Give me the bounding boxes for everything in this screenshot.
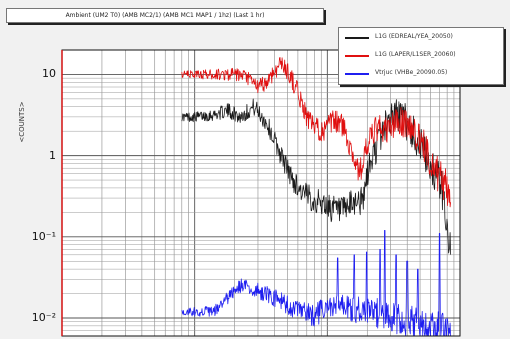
legend-entry: Vtrjuc (VHBe_20090.05) [339,66,503,80]
y-tick-label: 10 [42,67,56,81]
legend-swatch [345,73,369,75]
legend: L1G (EDREAL/YEA_20050) L1G (LAPER/L1SER_… [338,27,504,85]
legend-label: L1G (EDREAL/YEA_20050) [375,33,453,40]
legend-entry: L1G (LAPER/L1SER_20060) [339,48,503,62]
legend-swatch [345,55,369,57]
y-tick-label: 10⁻¹ [31,229,56,243]
series-layer [181,57,451,337]
series-line-1 [181,57,451,208]
series-line-2 [181,230,451,337]
legend-entry: L1G (EDREAL/YEA_20050) [339,30,503,44]
y-tick-label: 1 [49,148,56,162]
legend-label: L1G (LAPER/L1SER_20060) [375,51,456,58]
y-axis-label: <COUNTS> [18,92,32,152]
y-axis-label-text: <COUNTS> [18,101,26,143]
legend-label: Vtrjuc (VHBe_20090.05) [375,69,448,76]
y-tick-label: 10⁻² [31,310,56,324]
legend-swatch [345,37,369,39]
chart-title: Ambient (UM2 T0) (AMB MC2/1) (AMB MC1 MA… [6,8,324,23]
